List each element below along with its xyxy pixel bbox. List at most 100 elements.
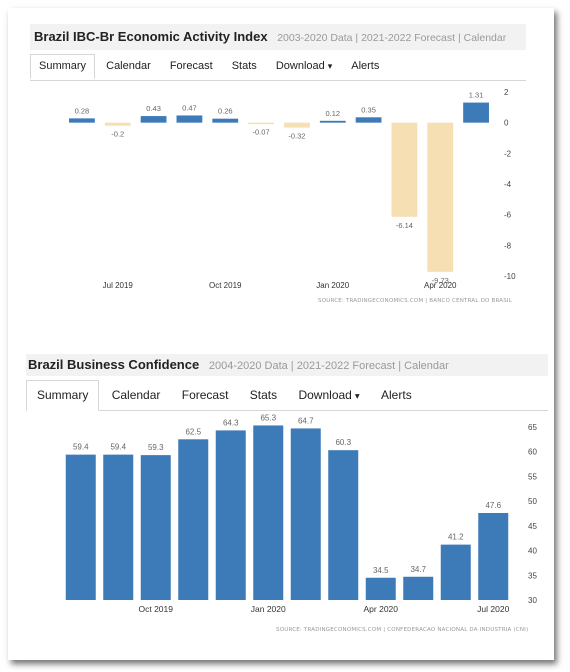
bar <box>440 544 471 600</box>
tab-calendar[interactable]: Calendar <box>106 60 151 72</box>
data-label: 0.12 <box>325 109 340 118</box>
tab-summary[interactable]: Summary <box>26 380 100 411</box>
ibc-br-title-row: Brazil IBC-Br Economic Activity Index 20… <box>30 24 526 50</box>
bar <box>103 454 134 600</box>
y-tick-label: -6 <box>504 211 512 220</box>
bar <box>140 116 167 123</box>
chart-title: Brazil Business Confidence <box>28 357 200 372</box>
data-label: 0.28 <box>75 106 90 115</box>
x-tick-label: Jan 2020 <box>251 604 286 614</box>
bar <box>178 439 209 600</box>
x-tick-label: Jul 2019 <box>103 281 134 290</box>
bar <box>253 425 284 600</box>
y-tick-label: 30 <box>528 596 537 605</box>
y-tick-label: 45 <box>528 522 537 531</box>
bar <box>284 122 310 128</box>
y-tick-label: 65 <box>528 423 537 432</box>
data-label: 0.47 <box>182 103 197 112</box>
data-label: 65.3 <box>260 413 276 422</box>
x-tick-label: Oct 2019 <box>209 281 242 290</box>
tab-summary[interactable]: Summary <box>30 54 96 79</box>
tab-stats[interactable]: Stats <box>231 60 257 72</box>
y-tick-label: -8 <box>504 241 512 250</box>
data-label: 34.5 <box>373 566 389 575</box>
data-label: 59.3 <box>148 443 164 452</box>
bar <box>176 115 203 123</box>
x-tick-label: Oct 2019 <box>139 604 174 614</box>
bar <box>69 118 95 123</box>
x-tick-label: Apr 2020 <box>364 604 399 614</box>
y-tick-label: -2 <box>504 149 512 158</box>
tab-download[interactable]: Download ▾ <box>289 380 368 410</box>
data-label: -6.14 <box>396 221 413 230</box>
business-confidence-title-row: Brazil Business Confidence 2004-2020 Dat… <box>26 354 548 376</box>
bar <box>365 577 396 600</box>
data-label: -0.07 <box>253 128 270 137</box>
bar <box>478 512 509 600</box>
bar <box>212 118 239 123</box>
bar <box>319 120 346 123</box>
y-tick-label: 0 <box>504 119 509 128</box>
tab-forecast[interactable]: Forecast <box>181 388 229 402</box>
bar <box>403 576 434 600</box>
tab-calendar[interactable]: Calendar <box>111 388 161 402</box>
bar <box>215 430 246 600</box>
tab-alerts[interactable]: Alerts <box>381 388 412 402</box>
tab-download[interactable]: Download ▾ <box>268 54 340 78</box>
data-label: 0.43 <box>146 104 161 113</box>
y-tick-label: 50 <box>528 497 537 506</box>
data-label: 59.4 <box>110 443 126 452</box>
bar <box>391 122 418 217</box>
x-tick-label: Jan 2020 <box>316 281 349 290</box>
chart-subtitle[interactable]: 2004-2020 Data | 2021-2022 Forecast | Ca… <box>208 360 449 372</box>
tab-download-label: Download <box>298 388 352 402</box>
data-label: 64.7 <box>298 416 314 425</box>
tab-forecast[interactable]: Forecast <box>169 60 213 72</box>
chart-source: SOURCE: TRADINGECONOMICS.COM | BANCO CEN… <box>318 298 513 304</box>
chart-source: SOURCE: TRADINGECONOMICS.COM | CONFEDERA… <box>276 627 529 633</box>
data-label: -9.73 <box>432 276 449 285</box>
ibc-br-tabs: Summary Calendar Forecast Stats Download… <box>30 54 526 81</box>
data-label: 0.26 <box>218 107 233 116</box>
data-label: 34.7 <box>410 565 426 574</box>
tab-alerts[interactable]: Alerts <box>351 60 380 72</box>
data-label: 47.6 <box>485 501 501 510</box>
business-confidence-panel: Brazil Business Confidence 2004-2020 Dat… <box>26 354 548 646</box>
business-confidence-tabs: Summary Calendar Forecast Stats Download… <box>26 380 548 411</box>
y-tick-label: 60 <box>528 448 537 457</box>
bar <box>248 122 274 125</box>
bar <box>290 428 321 600</box>
y-tick-label: 2 <box>504 88 509 97</box>
x-tick-label: Apr 2020 <box>424 281 457 290</box>
data-label: -0.2 <box>111 130 124 139</box>
tab-stats[interactable]: Stats <box>249 388 278 402</box>
y-tick-label: 40 <box>528 547 537 556</box>
bar <box>65 454 96 600</box>
data-label: 41.2 <box>448 533 464 542</box>
data-label: 62.5 <box>185 427 201 436</box>
bar <box>463 102 489 123</box>
y-tick-label: -10 <box>504 272 516 281</box>
chart-title: Brazil IBC-Br Economic Activity Index <box>34 29 268 44</box>
data-label: 60.3 <box>335 438 351 447</box>
data-label: 1.31 <box>469 91 484 100</box>
y-tick-label: -4 <box>504 180 512 189</box>
caret-down-icon: ▾ <box>327 61 333 71</box>
data-label: 0.35 <box>361 105 376 114</box>
data-label: 59.4 <box>73 443 89 452</box>
data-label: 64.3 <box>223 418 239 427</box>
chart-subtitle[interactable]: 2003-2020 Data | 2021-2022 Forecast | Ca… <box>277 32 507 44</box>
bar <box>140 455 171 600</box>
x-tick-label: Jul 2020 <box>477 604 509 614</box>
y-tick-label: 55 <box>528 472 537 481</box>
caret-down-icon: ▾ <box>354 391 360 402</box>
business-confidence-chart: 65 60 55 50 45 40 35 30 59.4 59.4 59.3 62.5 64.3 65.3… <box>65 413 537 614</box>
ibc-br-chart: 2 0 -2 -4 -6 -8 -10 0.28 -0.2 0.43 0.47 0.26 -0.07 -0… <box>69 88 516 290</box>
bar <box>104 122 131 126</box>
data-label: -0.32 <box>288 132 305 141</box>
tab-download-label: Download <box>275 60 325 72</box>
bar <box>427 122 454 272</box>
bar <box>355 117 382 123</box>
ibc-br-panel: Brazil IBC-Br Economic Activity Index 20… <box>30 24 526 320</box>
y-tick-label: 35 <box>528 571 537 580</box>
